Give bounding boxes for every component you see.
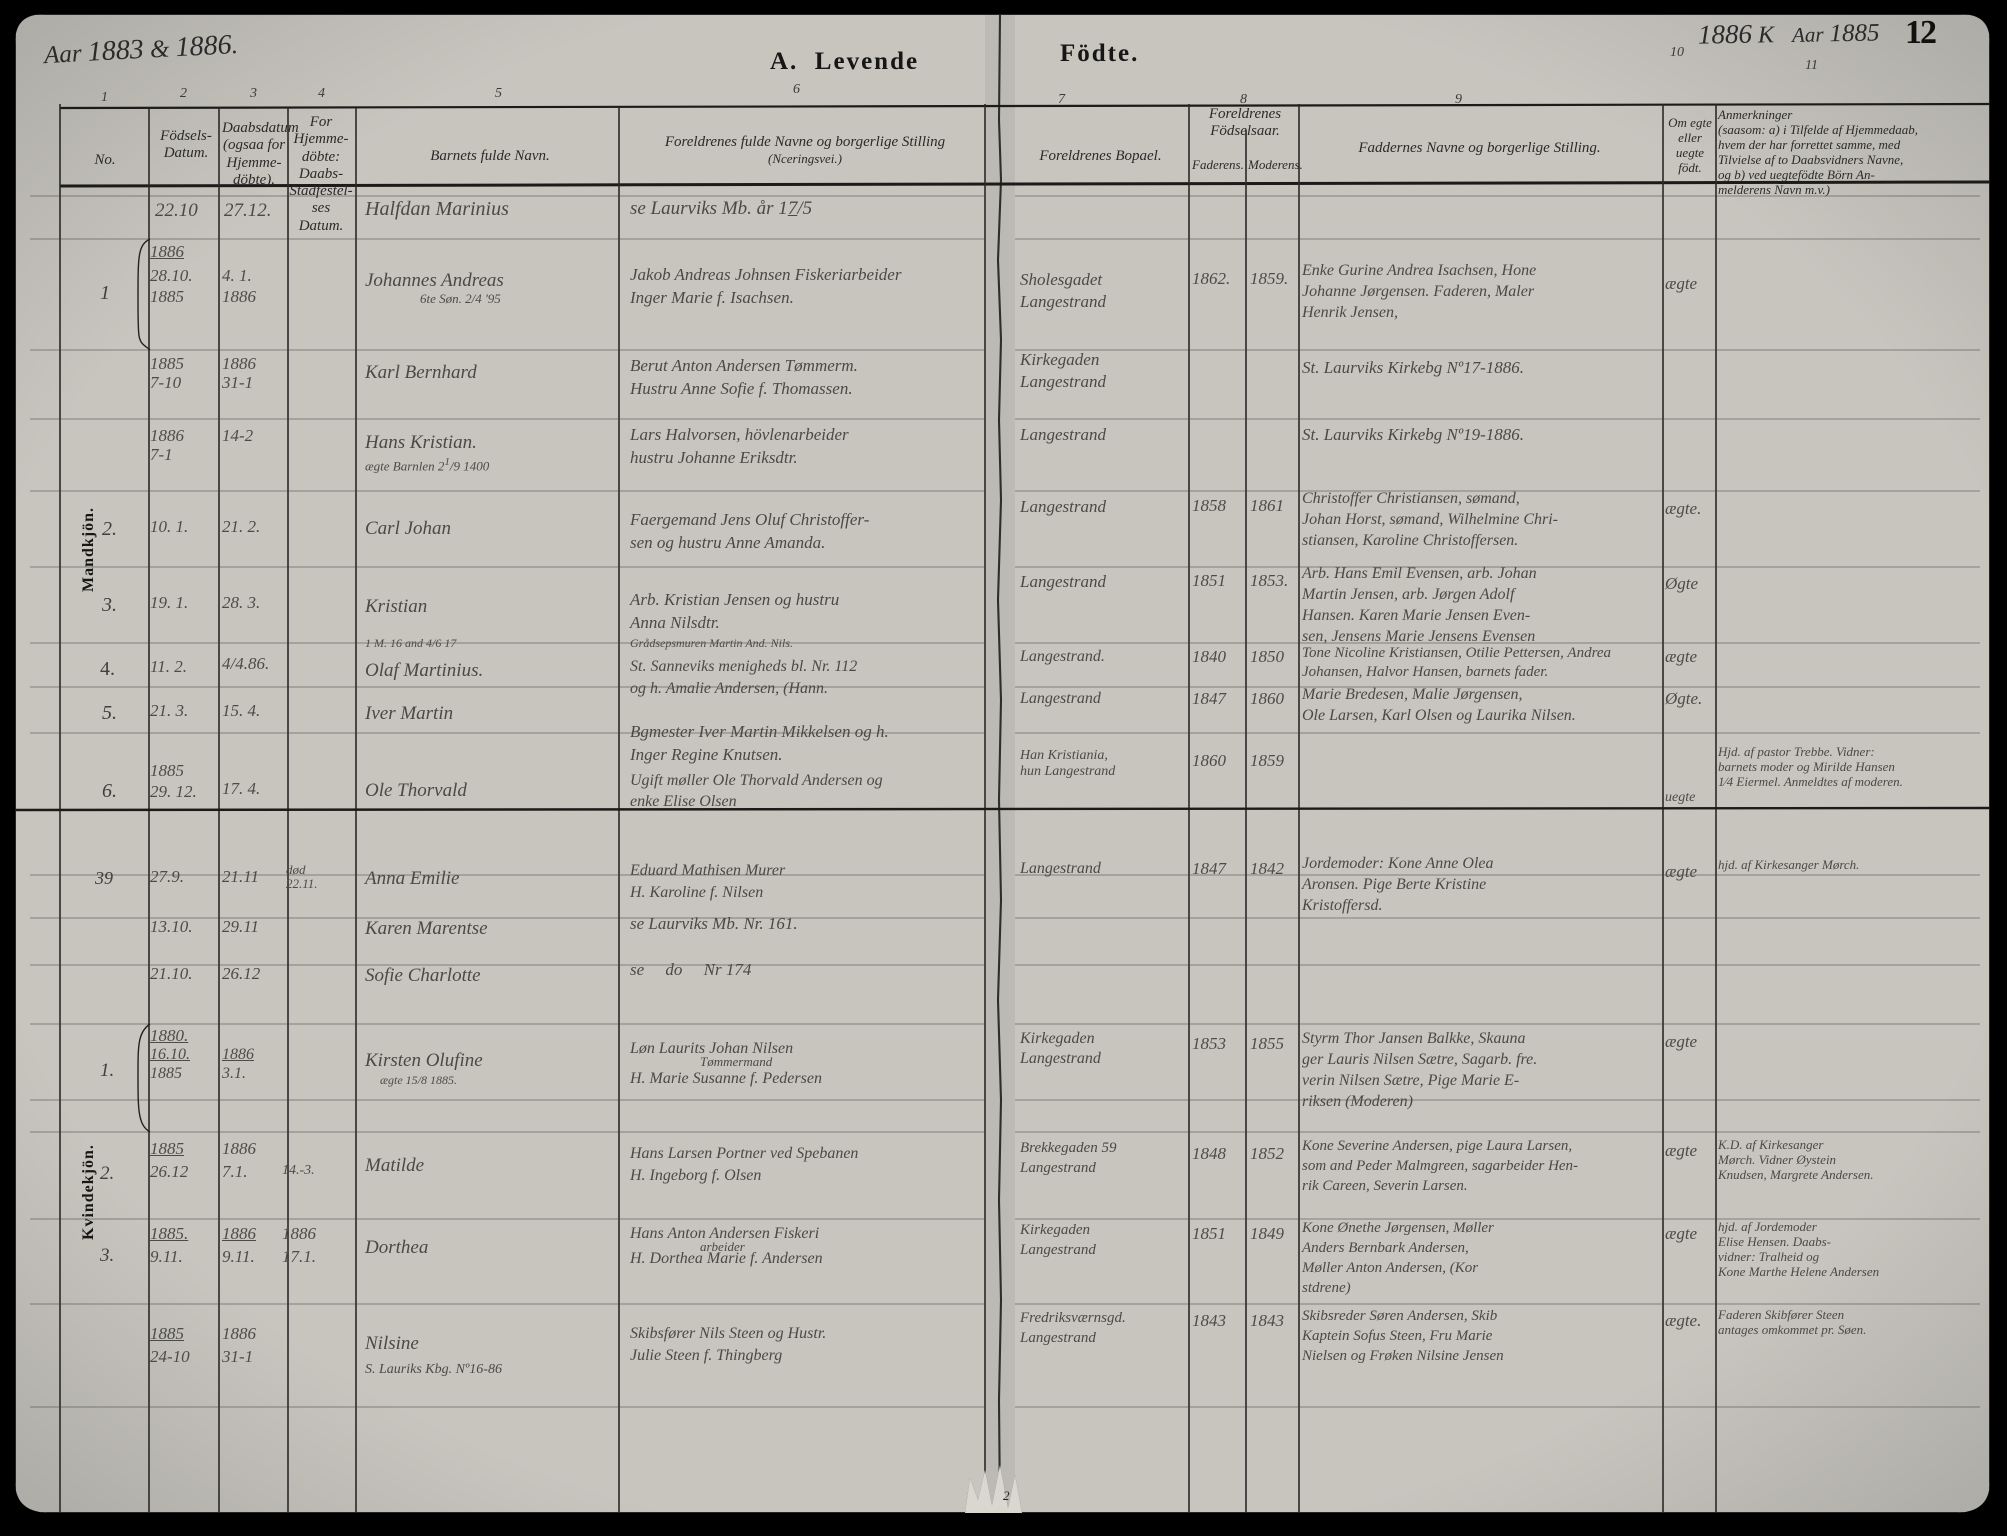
svg-text:2: 2 [1003,1488,1010,1503]
